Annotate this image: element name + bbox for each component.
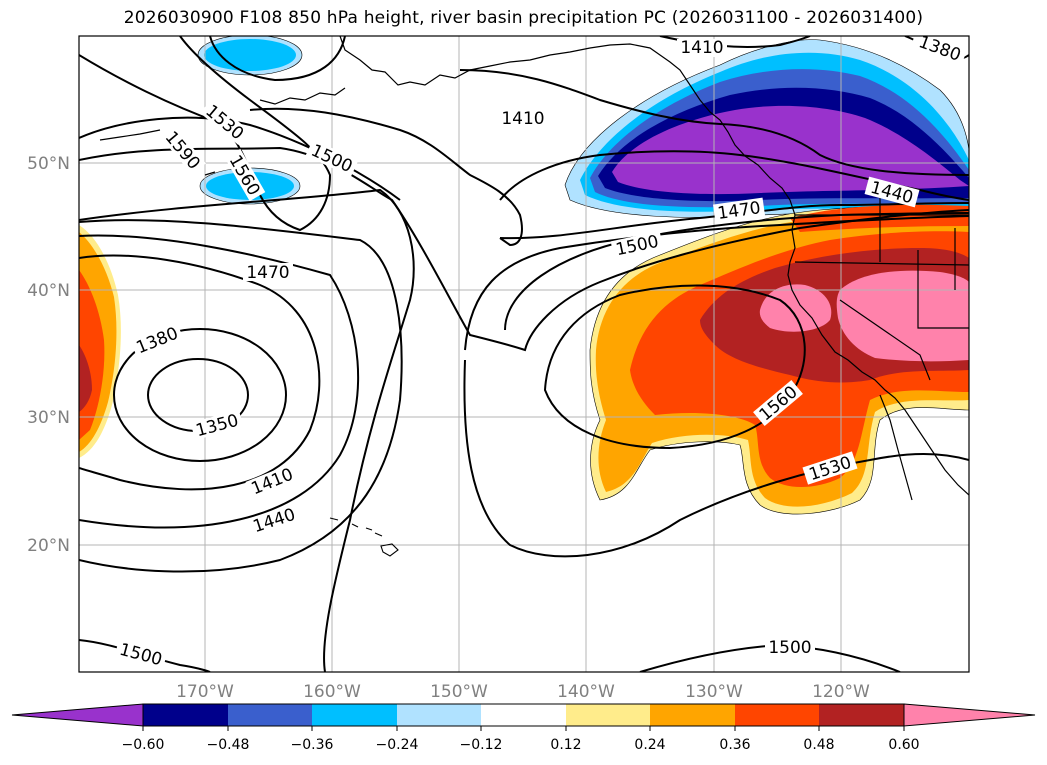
colorbar-bin [481,704,566,726]
coastlines [99,36,969,501]
colorbar-bin [819,704,904,726]
lon-label: 170°W [176,682,234,702]
colorbar-tick-label: −0.24 [376,737,419,753]
colorbar-bin [397,704,481,726]
map-frame [78,35,970,673]
hawaii-islands [329,517,399,557]
lat-label: 30°N [27,408,70,428]
lat-label: 20°N [27,536,70,556]
colorbar-bin [566,704,650,726]
colorbar-tick-label: −0.12 [460,737,503,753]
colorbar-extend-high [903,703,1036,727]
map-title: 2026030900 F108 850 hPa height, river ba… [123,8,924,28]
graticule [79,36,969,672]
contour-label: 1470 [246,263,289,283]
precip-positive-west-edge [79,225,121,458]
colorbar-outline [142,703,905,727]
colorbar-extend-low [11,703,144,727]
latitude-labels: 50°N 40°N 30°N 20°N [27,154,70,556]
colorbar-ticks [142,726,905,731]
lat-label: 40°N [27,281,70,301]
colorbar-tick-label: 0.24 [634,737,665,753]
colorbar-bin [312,704,397,726]
colorbar-bin [228,704,312,726]
colorbar-tick-label: 0.48 [803,737,834,753]
lon-label: 140°W [557,682,615,702]
colorbar-tick-label: 0.60 [888,737,919,753]
map-area: 1410 1380 1410 1530 1590 1560 1500 1440 … [79,36,969,672]
colorbar-bin [735,704,819,726]
contour-label: 1410 [501,109,544,129]
lon-label: 150°W [430,682,488,702]
contour-label: 1500 [768,638,811,658]
longitude-labels: 170°W 160°W 150°W 140°W 130°W 120°W [176,682,870,702]
colorbar-tick-label: −0.60 [122,737,165,753]
precip-positive-california [589,204,969,515]
colorbar-tick-label: −0.48 [207,737,250,753]
lat-label: 50°N [27,154,70,174]
colorbar-bin [650,704,735,726]
height-contours [79,36,969,672]
precip-negative-northeast [564,39,969,218]
colorbar-tick-label: 0.36 [719,737,750,753]
colorbar-tick-labels: −0.60 −0.48 −0.36 −0.24 −0.12 0.12 0.24 … [122,737,920,753]
colorbar [11,703,1036,727]
colorbar-bin [143,704,228,726]
colorbar-tick-label: −0.36 [291,737,334,753]
lon-label: 160°W [303,682,361,702]
lon-label: 130°W [685,682,743,702]
colorbar-tick-label: 0.12 [550,737,581,753]
lon-label: 120°W [812,682,870,702]
contour-label: 1410 [680,38,723,58]
